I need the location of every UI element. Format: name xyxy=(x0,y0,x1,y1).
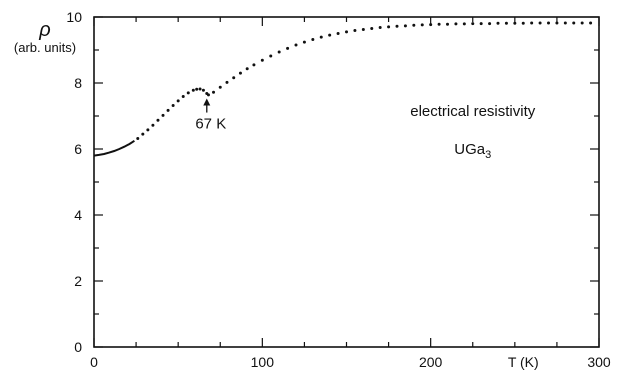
data-point xyxy=(195,87,199,91)
data-point xyxy=(378,26,382,30)
data-point xyxy=(395,24,399,28)
data-point xyxy=(504,21,508,25)
data-point xyxy=(181,95,185,99)
data-point xyxy=(547,21,550,25)
data-point xyxy=(555,21,559,25)
series-dotted-points xyxy=(136,21,593,140)
data-point xyxy=(403,24,407,28)
data-point xyxy=(454,22,458,26)
data-point xyxy=(141,132,145,136)
compound-label: UGa3 xyxy=(454,141,491,161)
data-point xyxy=(294,43,298,47)
data-point xyxy=(218,85,222,89)
data-point xyxy=(252,63,256,67)
x-tick-label: 300 xyxy=(587,354,611,370)
y-tick-label: 8 xyxy=(74,75,82,91)
data-point xyxy=(437,22,441,26)
y-tick-label: 4 xyxy=(74,207,82,223)
data-point xyxy=(353,29,357,33)
data-point xyxy=(161,113,165,117)
data-point xyxy=(286,46,290,50)
data-point xyxy=(232,76,236,80)
resistivity-series xyxy=(93,21,593,157)
data-point xyxy=(245,67,249,71)
x-tick-label: 100 xyxy=(251,354,275,370)
transition-arrow-head xyxy=(203,98,211,106)
property-label: electrical resistivity xyxy=(410,103,536,120)
data-point xyxy=(521,21,525,25)
y-axis-units: (arb. units) xyxy=(14,40,76,55)
y-tick-label: 10 xyxy=(66,9,82,25)
plot-frame xyxy=(93,16,600,348)
data-point xyxy=(212,90,216,94)
data-point xyxy=(361,28,365,32)
data-point xyxy=(166,108,170,112)
compound-subscript: 3 xyxy=(485,149,491,161)
data-point xyxy=(336,32,340,35)
data-point xyxy=(136,136,140,140)
data-point xyxy=(446,22,449,26)
data-point xyxy=(225,80,229,84)
data-point xyxy=(479,22,483,26)
data-point xyxy=(186,91,190,95)
transition-label: 67 K xyxy=(195,116,226,133)
annotations: 67 K electrical resistivity UGa3 xyxy=(195,98,536,161)
data-point xyxy=(302,40,306,44)
data-point xyxy=(412,23,416,27)
data-point xyxy=(563,21,567,25)
data-point xyxy=(580,21,584,25)
data-point xyxy=(201,88,205,92)
data-point xyxy=(387,25,391,29)
y-tick-label: 2 xyxy=(74,273,82,289)
data-point xyxy=(572,21,576,25)
data-point xyxy=(328,33,332,37)
data-point xyxy=(319,35,323,39)
x-tick-label: 200 xyxy=(419,354,443,370)
x-axis-label: T (K) xyxy=(508,354,539,370)
data-point xyxy=(429,23,433,27)
data-point xyxy=(146,128,150,132)
axis-ticks xyxy=(93,16,600,348)
data-point xyxy=(156,118,160,122)
data-point xyxy=(462,22,466,26)
data-point xyxy=(151,123,155,127)
data-point xyxy=(345,30,348,34)
y-axis-symbol: ρ xyxy=(38,19,50,41)
data-point xyxy=(269,54,273,58)
data-point xyxy=(589,21,593,25)
data-point xyxy=(260,58,264,62)
y-tick-label: 6 xyxy=(74,141,82,157)
data-point xyxy=(198,87,202,91)
data-point xyxy=(488,22,492,26)
data-point xyxy=(496,21,500,25)
data-point xyxy=(513,21,517,25)
data-point xyxy=(277,50,281,54)
data-point xyxy=(370,27,374,31)
data-point xyxy=(530,21,534,25)
plot-area: 0 100 200 300 0 2 4 6 8 10 xyxy=(66,9,610,370)
data-point xyxy=(471,22,475,26)
data-point xyxy=(206,93,210,97)
data-point xyxy=(538,21,542,25)
data-point xyxy=(176,99,180,103)
axis-tick-labels: 0 100 200 300 0 2 4 6 8 10 xyxy=(66,9,610,370)
y-tick-label: 0 xyxy=(74,339,82,355)
data-point xyxy=(171,103,175,107)
data-point xyxy=(311,37,315,41)
data-point xyxy=(191,88,195,92)
series-solid-segment xyxy=(93,139,135,157)
compound-formula: UGa xyxy=(454,141,486,158)
x-tick-label: 0 xyxy=(90,354,98,370)
data-point xyxy=(420,23,424,27)
data-point xyxy=(238,71,242,75)
